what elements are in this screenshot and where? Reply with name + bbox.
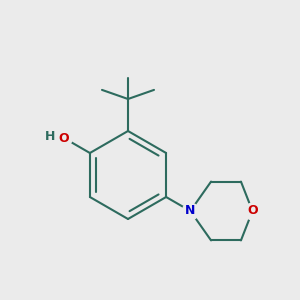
Text: O: O (58, 131, 69, 145)
Text: N: N (185, 205, 196, 218)
Text: O: O (247, 205, 258, 218)
Text: H: H (45, 130, 55, 142)
